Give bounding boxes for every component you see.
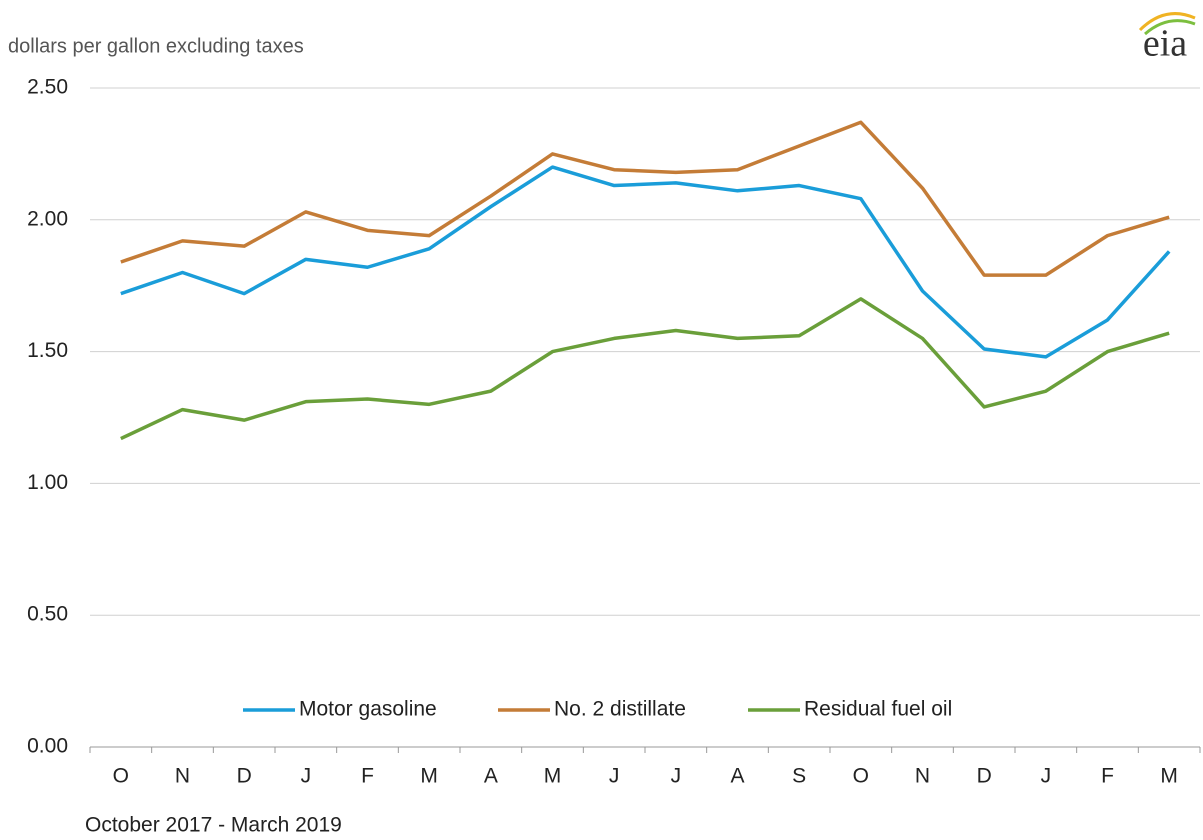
x-tick-label: A: [484, 765, 498, 788]
x-tick-label: N: [175, 765, 190, 788]
x-tick-label: D: [977, 765, 992, 788]
x-tick-label: S: [792, 765, 806, 788]
legend-label: Residual fuel oil: [804, 698, 952, 721]
x-axis-label: October 2017 - March 2019: [85, 814, 342, 837]
logo-arc: [1138, 12, 1196, 32]
line-series: [120, 297, 1170, 441]
x-tick-label: J: [1041, 765, 1052, 788]
line-series: [120, 120, 1170, 277]
line-series: [120, 165, 1171, 359]
y-tick-label: 2.50: [27, 76, 68, 99]
x-tick-label: D: [237, 765, 252, 788]
legend-label: No. 2 distillate: [554, 698, 686, 721]
x-tick-label: J: [301, 765, 312, 788]
y-tick-label: 0.00: [27, 735, 68, 758]
x-tick-label: A: [730, 765, 744, 788]
y-tick-label: 1.50: [27, 339, 68, 362]
y-tick-label: 0.50: [27, 603, 68, 626]
x-tick-label: J: [671, 765, 682, 788]
y-axis-label: dollars per gallon excluding taxes: [8, 35, 304, 57]
x-tick-label: M: [420, 765, 438, 788]
x-tick-label: O: [853, 765, 869, 788]
x-tick-label: O: [113, 765, 129, 788]
x-tick-label: F: [361, 765, 374, 788]
x-tick-label: M: [1160, 765, 1178, 788]
logo-arc: [1144, 19, 1196, 36]
x-tick-label: N: [915, 765, 930, 788]
y-tick-label: 1.00: [27, 471, 68, 494]
x-tick-label: J: [609, 765, 620, 788]
y-tick-label: 2.00: [27, 207, 68, 230]
legend-label: Motor gasoline: [299, 698, 437, 721]
logo: eia: [1143, 23, 1187, 65]
x-tick-label: M: [544, 765, 562, 788]
x-tick-label: F: [1101, 765, 1114, 788]
